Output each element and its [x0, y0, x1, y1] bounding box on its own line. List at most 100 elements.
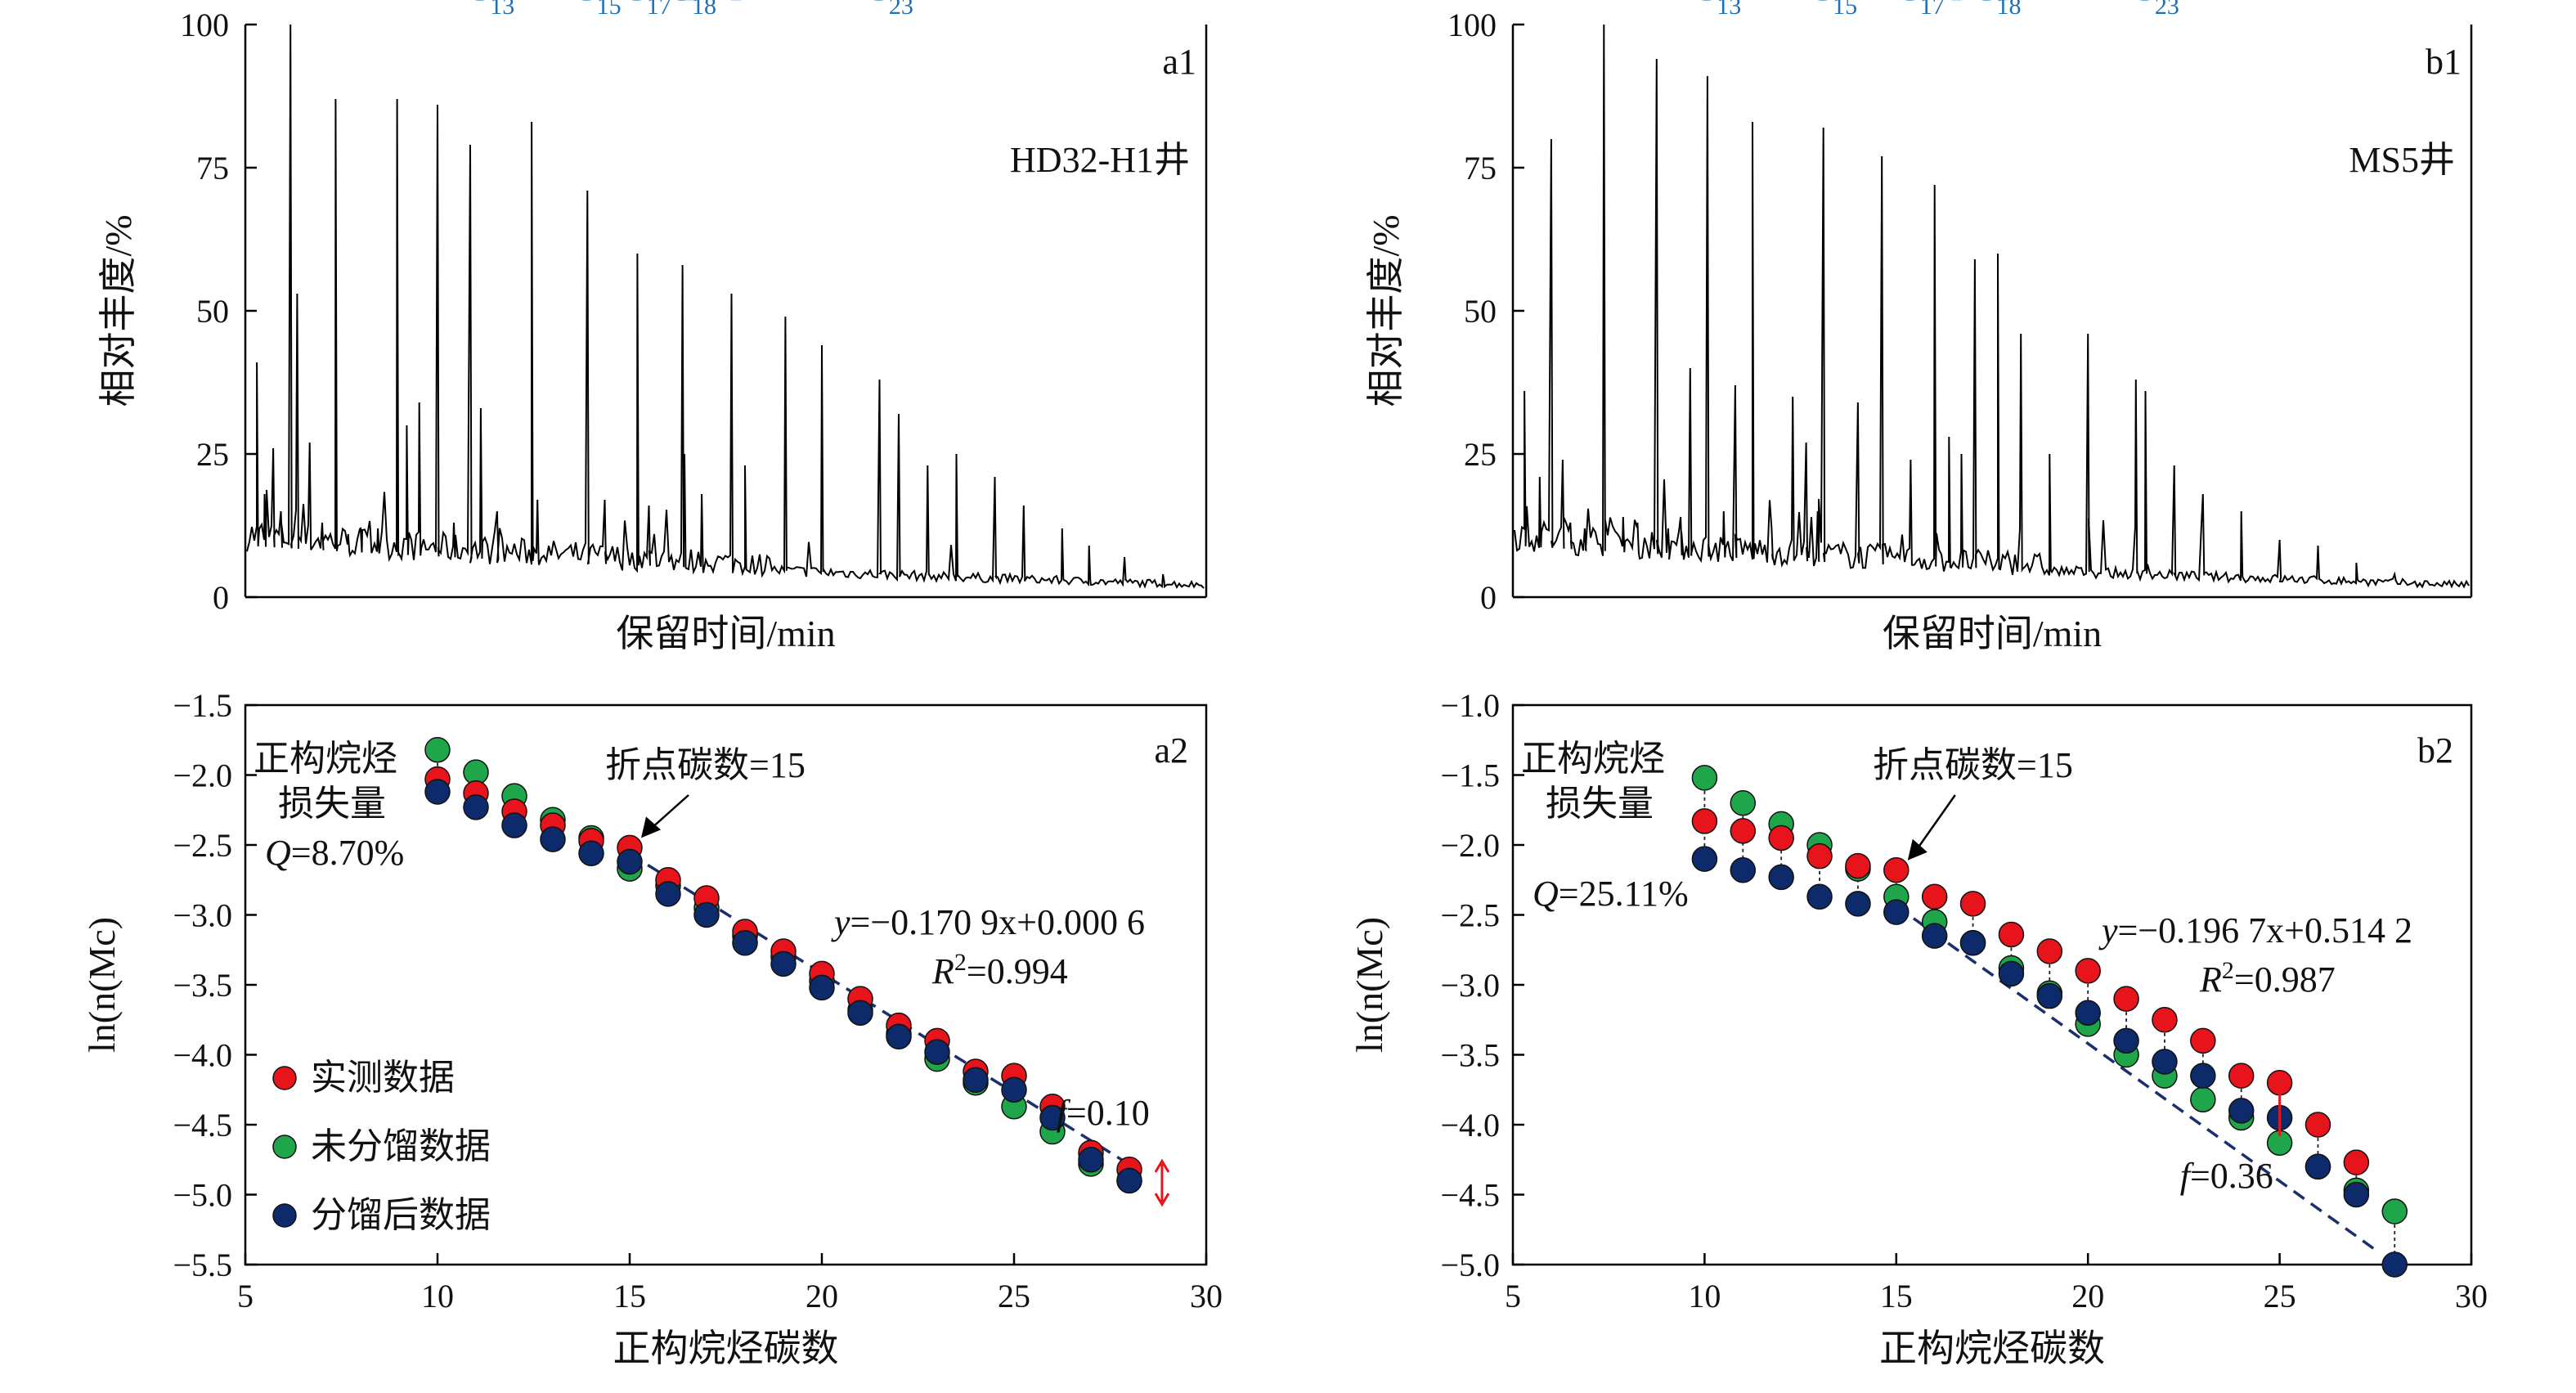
breakpoint-annotation: 折点碳数=15: [1873, 745, 2073, 785]
y-tick-label: 50: [196, 293, 229, 330]
x-tick-label: 20: [806, 1278, 838, 1314]
breakpoint-arrow: [1911, 794, 1956, 856]
point-fractionated: [809, 974, 835, 1001]
x-axis-label: 保留时间/min: [1883, 613, 2102, 654]
legend-label: 未分馏数据: [311, 1126, 491, 1166]
point-measured: [1921, 883, 1948, 910]
fit-line: [1895, 905, 2376, 1251]
y-tick-label: 0: [1480, 579, 1497, 616]
point-fractionated: [1730, 857, 1757, 883]
r-squared: R2=0.994: [931, 949, 1068, 992]
point-fractionated: [847, 1000, 873, 1026]
point-unfractionated: [2190, 1086, 2216, 1112]
point-measured: [1806, 843, 1833, 870]
y-tick-label: −2.0: [1440, 827, 1500, 864]
point-fractionated: [655, 881, 681, 907]
legend-marker: [272, 1066, 297, 1090]
point-measured: [1845, 852, 1871, 879]
x-tick-label: 25: [998, 1278, 1030, 1314]
y-tick-label: 25: [1464, 436, 1497, 473]
point-fractionated: [540, 826, 566, 852]
point-fractionated: [2075, 1000, 2101, 1026]
y-tick-label: 50: [1464, 293, 1497, 330]
peak-label: nC18: [650, 0, 716, 20]
point-fractionated: [501, 812, 527, 838]
well-label: HD32-H1井: [1010, 140, 1190, 180]
y-tick-label: 0: [213, 579, 229, 616]
point-fractionated: [1883, 899, 1910, 925]
q-value: Q=25.11%: [1533, 874, 1689, 914]
point-measured: [2304, 1112, 2331, 1138]
point-fractionated: [1039, 1104, 1066, 1131]
point-fractionated: [1806, 883, 1833, 910]
legend-marker: [272, 1203, 297, 1228]
peak-label: Pr: [1950, 0, 1982, 8]
f-value: f=0.36: [2180, 1156, 2273, 1196]
y-tick-label: −3.5: [1440, 1037, 1500, 1074]
peak-label: nC17: [604, 0, 671, 20]
legend-marker: [272, 1135, 297, 1159]
point-fractionated: [924, 1039, 950, 1065]
x-tick-label: 15: [1880, 1278, 1913, 1314]
arrow-head-icon: [641, 816, 661, 838]
point-fractionated: [1078, 1147, 1104, 1173]
chart-b2: 5 10 15 20 25 30 −1.0 −1.5 −2.0 −2.5 −3.0 −3.5 −4.0 −…: [1349, 687, 2488, 1369]
x-tick-label: 15: [613, 1278, 646, 1314]
peak-label: nC23: [2113, 0, 2179, 20]
y-tick-label: −1.5: [173, 687, 232, 724]
peak-label: nC17: [1878, 0, 1944, 20]
loss-label: 正构烷烃: [254, 739, 397, 779]
y-tick-label: −4.0: [173, 1037, 232, 1074]
point-measured: [1998, 921, 2025, 948]
y-tick-label: −5.5: [173, 1247, 232, 1283]
peak-label: Ph: [1996, 0, 2034, 8]
x-tick-label: 10: [1688, 1278, 1721, 1314]
point-fractionated: [2152, 1049, 2178, 1075]
loss-label: 正构烷烃: [1521, 739, 1665, 779]
point-fractionated: [693, 901, 720, 928]
y-tick-label: 100: [180, 7, 229, 43]
f-value: f=0.10: [1057, 1093, 1150, 1133]
point-fractionated: [2304, 1153, 2331, 1180]
x-tick-label: 10: [421, 1278, 454, 1314]
point-fractionated: [1001, 1076, 1027, 1103]
point-fractionated: [963, 1067, 989, 1094]
y-tick-label: −4.0: [1440, 1107, 1500, 1144]
loss-label: 损失量: [1546, 784, 1654, 824]
chromatogram-trace: [1514, 24, 2470, 589]
chart-a2: 5 10 15 20 25 30 −1.5 −2.0 −2.5 −3.0 −3.5 −4.0 −4.5 −…: [81, 687, 1223, 1369]
peak-label: Ph: [730, 0, 768, 8]
peak-label: nC18: [1954, 0, 2021, 20]
x-tick-label: 30: [1190, 1278, 1223, 1314]
loss-label: 损失量: [278, 784, 386, 824]
panel-label: b1: [2426, 42, 2462, 82]
point-fractionated: [578, 840, 604, 867]
point-fractionated: [424, 779, 451, 805]
fit-equation: y=−0.196 7x+0.514 2: [2098, 910, 2412, 950]
point-fractionated: [770, 950, 797, 977]
point-unfractionated: [1730, 789, 1757, 816]
x-tick-label: 30: [2455, 1278, 2488, 1314]
y-tick-label: −1.0: [1440, 687, 1500, 724]
y-tick-label: −2.0: [173, 757, 232, 794]
point-fractionated: [2036, 982, 2063, 1009]
point-fractionated: [1845, 891, 1871, 917]
point-fractionated: [886, 1023, 912, 1050]
q-value: Q=8.70%: [265, 833, 404, 873]
point-fractionated: [463, 794, 489, 820]
x-tick-label: 25: [2264, 1278, 2296, 1314]
point-fractionated: [1998, 960, 2025, 987]
panel-label: a2: [1154, 730, 1188, 771]
peak-label: nC15: [1791, 0, 1857, 20]
point-fractionated: [2381, 1251, 2408, 1278]
point-fractionated: [1691, 846, 1718, 872]
point-measured: [2266, 1069, 2293, 1096]
point-measured: [2228, 1063, 2255, 1089]
x-tick-label: 20: [2071, 1278, 2104, 1314]
well-label: MS5井: [2349, 140, 2455, 180]
y-tick-label: −5.0: [1440, 1247, 1500, 1283]
point-unfractionated: [2381, 1198, 2408, 1224]
